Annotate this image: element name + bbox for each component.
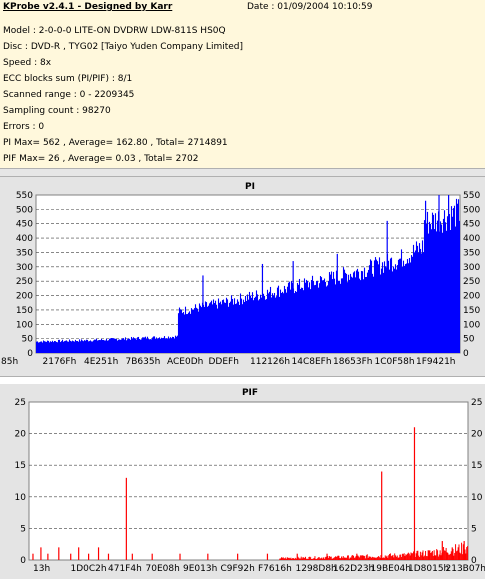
pi-x-tick-label: DDEFh — [209, 357, 239, 367]
pif-x-tick-label: 13h — [33, 564, 50, 574]
pi-x-tick-label: 1F9421h — [416, 357, 456, 367]
pi-x-tick-label: 112126h — [250, 357, 290, 367]
pif-x-tick-label: C9F92h — [221, 564, 255, 574]
app-title: KProbe v2.4.1 - Designed by Karr — [3, 2, 172, 12]
pi-y-tick-label-right: 350 — [463, 248, 480, 258]
pi-y-tick-label-right: 200 — [463, 292, 480, 302]
pif-y-tick-label-right: 25 — [471, 398, 482, 408]
scan-date: Date : 01/09/2004 10:10:59 — [247, 2, 372, 12]
report-header: KProbe v2.4.1 - Designed by Karr Date : … — [0, 0, 485, 168]
pif-y-tick-label-right: 15 — [471, 461, 482, 471]
pi-y-tick-label: 250 — [16, 277, 33, 287]
pi-y-tick-label-right: 0 — [463, 349, 469, 359]
pif-x-tick-label: 162D23h — [333, 564, 374, 574]
pi-chart: PI 0 50 100 150 200 250 300 350 400 450 500 550 0 50… — [0, 177, 485, 376]
pif-left-axis: 0 5 10 15 20 25 — [15, 398, 27, 566]
scanned-range: Scanned range : 0 - 2209345 — [3, 90, 134, 100]
pi-y-tick-label: 100 — [16, 320, 33, 330]
pi-x-tick-label: 14C8EFh — [292, 357, 332, 367]
pi-y-tick-label-right: 100 — [463, 320, 480, 330]
pi-x-tick-label: 18653Fh — [333, 357, 373, 367]
pi-y-tick-label: 200 — [16, 292, 33, 302]
ecc-blocks: ECC blocks sum (PI/PIF) : 8/1 — [3, 74, 132, 84]
pi-x-tick-label: 2176Fh — [43, 357, 77, 367]
pif-y-tick-label-right: 20 — [471, 430, 483, 440]
pi-summary: PI Max= 562 , Average= 162.80 , Total= 2… — [3, 138, 228, 148]
pif-y-tick-label-right: 10 — [471, 493, 483, 503]
pi-y-tick-label-right: 50 — [463, 335, 475, 345]
pif-y-tick-label-right: 5 — [471, 524, 477, 534]
pi-y-tick-label-right: 150 — [463, 306, 480, 316]
pi-y-tick-label: 50 — [22, 335, 34, 345]
pi-y-tick-label-right: 300 — [463, 263, 480, 273]
pif-y-tick-label: 20 — [15, 430, 27, 440]
panel-divider — [0, 168, 485, 177]
pif-x-tick-label: 213B07h — [446, 564, 485, 574]
pi-y-tick-label: 550 — [16, 191, 33, 201]
pi-left-axis: 0 50 100 150 200 250 300 350 400 450 500 550 — [16, 191, 33, 359]
pif-y-tick-label: 10 — [15, 493, 27, 503]
pi-y-tick-label: 150 — [16, 306, 33, 316]
pi-y-tick-label-right: 250 — [463, 277, 480, 287]
pi-y-tick-label-right: 400 — [463, 234, 480, 244]
pi-y-tick-label: 400 — [16, 234, 33, 244]
pif-y-tick-label: 5 — [20, 524, 26, 534]
pi-y-tick-label-right: 450 — [463, 220, 480, 230]
pif-x-tick-label: 1D0C2h — [71, 564, 107, 574]
pi-y-tick-label-right: 500 — [463, 205, 480, 215]
pif-x-tick-label: 9E013h — [183, 564, 217, 574]
pi-y-tick-label: 500 — [16, 205, 33, 215]
pi-x-tick-label: 7B635h — [126, 357, 161, 367]
pi-y-tick-label: 0 — [27, 349, 33, 359]
pif-chart-title: PIF — [242, 388, 258, 398]
pi-chart-panel: PI 0 50 100 150 200 250 300 350 400 450 500 550 0 50… — [0, 177, 485, 376]
sampling-count: Sampling count : 98270 — [3, 106, 111, 116]
pif-x-tick-label: 1298D8h — [296, 564, 337, 574]
pif-summary: PIF Max= 26 , Average= 0.03 , Total= 270… — [3, 154, 198, 164]
pif-x-tick-label: F7616h — [258, 564, 292, 574]
pi-chart-title: PI — [245, 182, 255, 192]
pi-x-tick-label: 4E251h — [84, 357, 118, 367]
disc-info: Disc : DVD-R , TYG02 [Taiyo Yuden Compan… — [3, 42, 243, 52]
pi-x-tick-label: ACE0Dh — [167, 357, 203, 367]
pi-y-tick-label-right: 550 — [463, 191, 480, 201]
errors: Errors : 0 — [3, 122, 44, 132]
pif-y-tick-label: 25 — [15, 398, 26, 408]
pi-x-tick-label: 1C0F58h — [375, 357, 415, 367]
pif-x-tick-label: 471F4h — [108, 564, 142, 574]
speed: Speed : 8x — [3, 58, 51, 68]
pif-x-tick-label: 70E08h — [146, 564, 180, 574]
pi-y-tick-label: 300 — [16, 263, 33, 273]
pi-right-axis: 0 50 100 150 200 250 300 350 400 450 500 550 — [463, 191, 480, 359]
drive-model: Model : 2-0-0-0 LITE-ON DVDRW LDW-811S H… — [3, 26, 226, 36]
pif-y-tick-label: 0 — [20, 556, 26, 566]
pif-y-tick-label: 15 — [15, 461, 26, 471]
pi-y-tick-label: 350 — [16, 248, 33, 258]
pi-x-tick-label: 85h — [1, 357, 18, 367]
pif-x-tick-label: 1D8015h — [408, 564, 449, 574]
pif-x-tick-label: 19BE04h — [371, 564, 411, 574]
panel-divider — [0, 376, 485, 384]
pif-plot-area — [29, 402, 468, 560]
pi-y-tick-label: 450 — [16, 220, 33, 230]
